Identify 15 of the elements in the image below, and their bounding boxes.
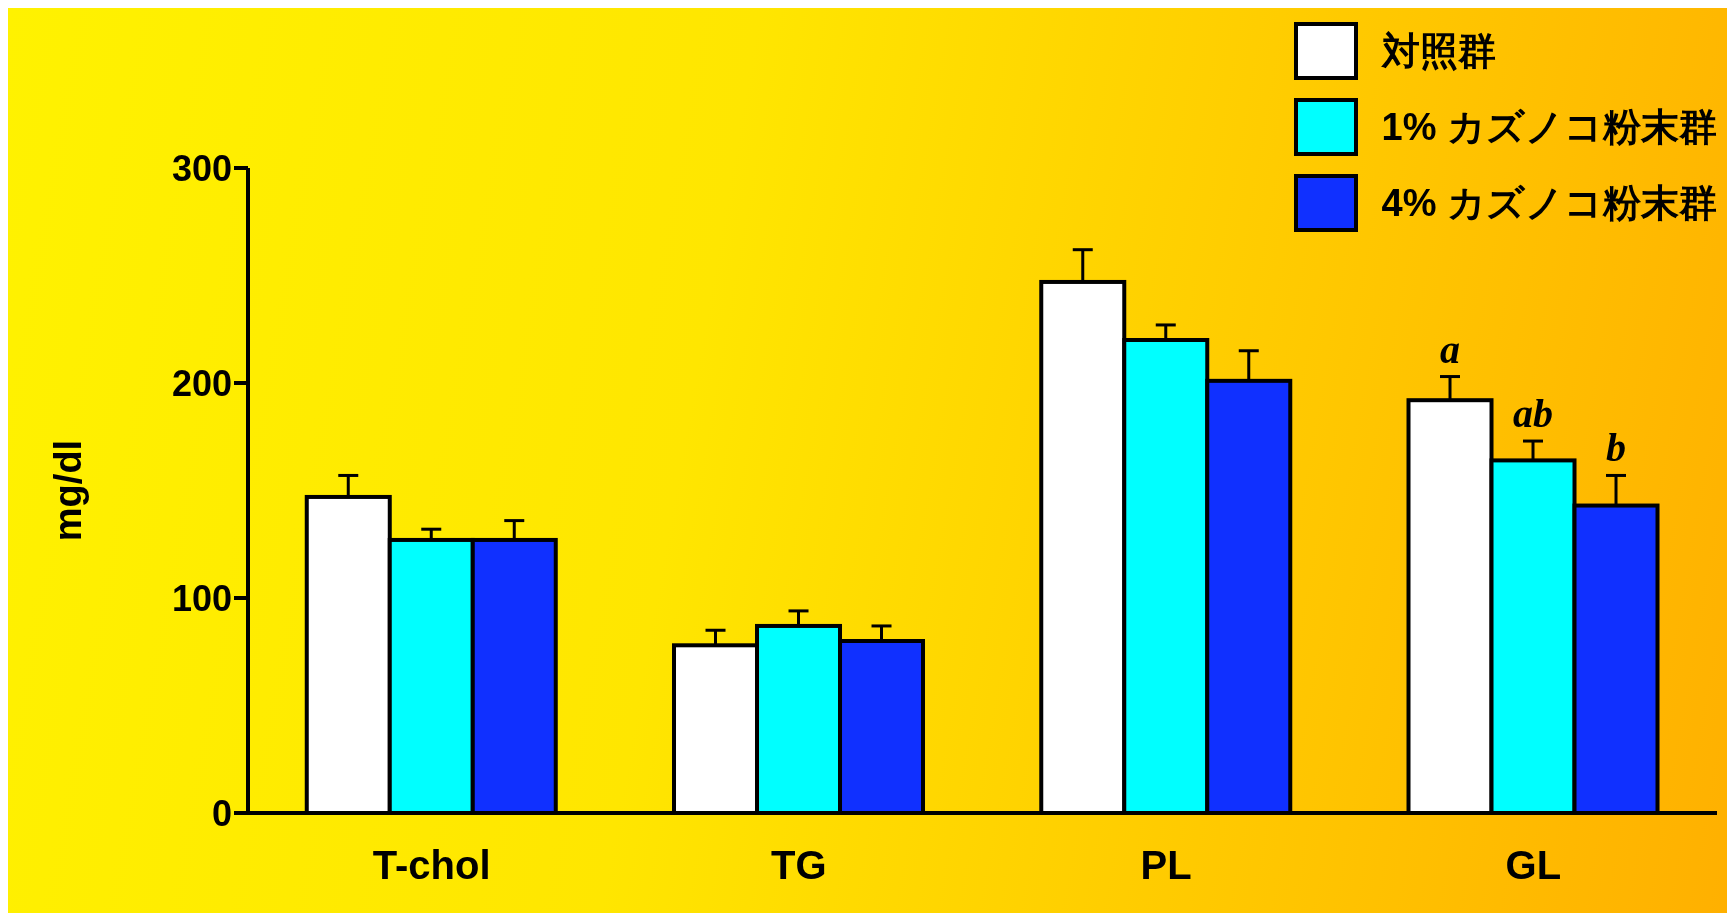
x-tick-label: T-chol [372,843,491,888]
y-tick-label: 200 [171,362,232,404]
legend-label: 1% カズノコ粉末群 [1381,104,1717,150]
legend-label: 4% カズノコ粉末群 [1381,180,1717,226]
x-tick-label: GL [1505,843,1562,888]
annotation: ab [1513,391,1554,437]
legend-label: 対照群 [1381,28,1496,74]
y-tick-label: 300 [171,147,232,189]
y-axis-title: mg/dl [47,439,90,542]
y-tick-label: 0 [211,792,232,834]
annotation: a [1440,326,1461,372]
x-tick-label: PL [1140,843,1192,888]
annotation: b [1606,425,1627,471]
x-tick-label: TG [771,843,827,888]
y-tick-label: 100 [171,577,232,619]
